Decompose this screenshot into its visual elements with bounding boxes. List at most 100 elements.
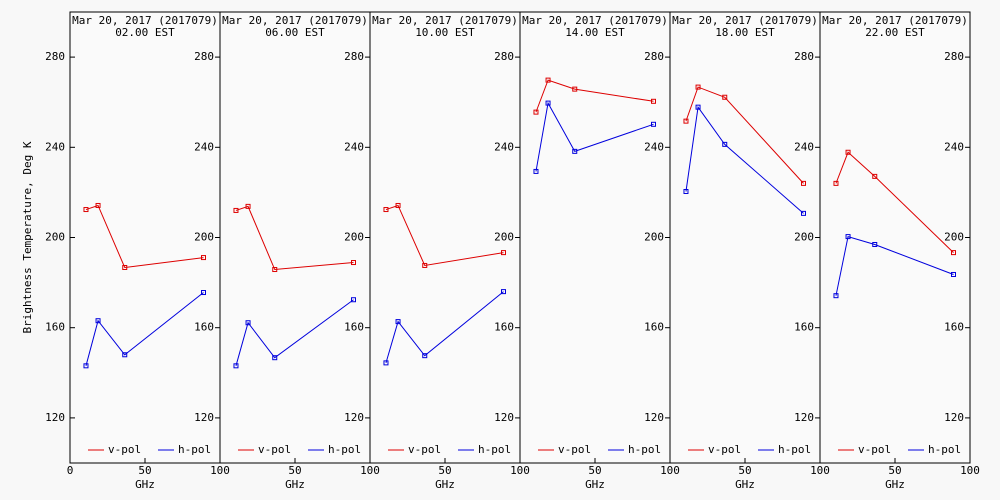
y-tick-label: 120 [644, 411, 664, 424]
y-tick-label: 280 [344, 50, 364, 63]
panel-subtitle: 02.00 EST [115, 26, 175, 39]
x-tick-label: 100 [210, 464, 230, 477]
y-tick-label: 200 [45, 231, 65, 244]
data-point [533, 168, 539, 174]
panel-subtitle: 14.00 EST [565, 26, 625, 39]
data-point [872, 173, 878, 179]
y-tick-label: 160 [944, 321, 964, 334]
legend-label: v-pol [858, 443, 891, 456]
y-tick-label: 160 [344, 321, 364, 334]
legend-label: h-pol [328, 443, 361, 456]
y-tick-label: 160 [45, 321, 65, 334]
plot-frame [219, 11, 371, 464]
series-line [685, 86, 804, 184]
y-tick-label: 280 [794, 50, 814, 63]
data-point [872, 241, 878, 247]
data-point [122, 264, 128, 270]
y-tick-label: 200 [194, 231, 214, 244]
data-point [695, 84, 701, 90]
legend-label: h-pol [178, 443, 211, 456]
data-point [801, 210, 806, 216]
series-line [235, 299, 354, 366]
x-axis-label: GHz [435, 478, 455, 491]
data-point [272, 355, 278, 361]
data-point [422, 353, 428, 359]
data-point [95, 318, 101, 324]
legend-label: v-pol [708, 443, 741, 456]
data-point [951, 271, 956, 277]
x-axis-label: GHz [585, 478, 605, 491]
y-tick-label: 200 [794, 231, 814, 244]
data-point [272, 267, 278, 273]
series-line [535, 101, 654, 172]
y-tick-label: 280 [944, 50, 964, 63]
data-point [422, 262, 428, 268]
data-point [395, 202, 401, 208]
data-point [201, 290, 206, 296]
data-point [683, 118, 689, 124]
x-tick-label: 50 [438, 464, 451, 477]
data-point [351, 260, 356, 266]
series-line [535, 79, 654, 113]
data-point [695, 104, 701, 110]
data-point [845, 149, 851, 155]
data-point [572, 86, 578, 92]
data-point [951, 250, 956, 256]
y-axis-label: Brightness Temperature, Deg K [21, 141, 34, 333]
data-point [651, 121, 656, 127]
data-point [683, 188, 689, 194]
data-point [545, 100, 551, 106]
y-tick-label: 160 [194, 321, 214, 334]
legend-label: v-pol [558, 443, 591, 456]
plot-frame [369, 11, 521, 464]
y-tick-label: 280 [45, 50, 65, 63]
data-point [351, 297, 356, 303]
plot-frame [69, 11, 221, 464]
series-line [685, 105, 804, 214]
panel-subtitle: 18.00 EST [715, 26, 775, 39]
data-point [722, 141, 728, 147]
x-tick-label: 50 [138, 464, 151, 477]
series-line [385, 291, 504, 364]
y-tick-label: 200 [494, 231, 514, 244]
x-tick-label: 50 [888, 464, 901, 477]
data-point [233, 363, 239, 369]
series-line [835, 151, 954, 253]
series-line [85, 292, 204, 366]
x-tick-label: 50 [588, 464, 601, 477]
x-tick-label: 0 [67, 464, 74, 477]
data-point [201, 255, 206, 261]
series-line [385, 204, 504, 267]
data-point [245, 320, 251, 326]
y-tick-label: 240 [944, 140, 964, 153]
x-axis-label: GHz [285, 478, 305, 491]
data-point [122, 352, 128, 358]
legend-label: v-pol [108, 443, 141, 456]
legend-label: h-pol [478, 443, 511, 456]
y-tick-label: 240 [494, 140, 514, 153]
y-tick-label: 120 [494, 411, 514, 424]
x-tick-label: 50 [288, 464, 301, 477]
x-tick-label: 100 [360, 464, 380, 477]
x-axis-label: GHz [885, 478, 905, 491]
data-point [545, 77, 551, 83]
y-tick-label: 200 [344, 231, 364, 244]
data-point [95, 202, 101, 208]
y-tick-label: 160 [644, 321, 664, 334]
legend-label: h-pol [778, 443, 811, 456]
data-point [533, 109, 539, 115]
x-tick-label: 100 [960, 464, 980, 477]
x-axis-label: GHz [735, 478, 755, 491]
data-point [383, 360, 389, 366]
panel-subtitle: 06.00 EST [265, 26, 325, 39]
y-tick-label: 160 [494, 321, 514, 334]
data-point [833, 293, 839, 299]
y-tick-label: 280 [494, 50, 514, 63]
y-tick-label: 200 [944, 231, 964, 244]
data-point [501, 289, 506, 295]
data-point [845, 234, 851, 240]
y-tick-label: 280 [194, 50, 214, 63]
panel-title: Mar 20, 2017 (2017079) [72, 14, 218, 27]
x-tick-label: 50 [738, 464, 751, 477]
